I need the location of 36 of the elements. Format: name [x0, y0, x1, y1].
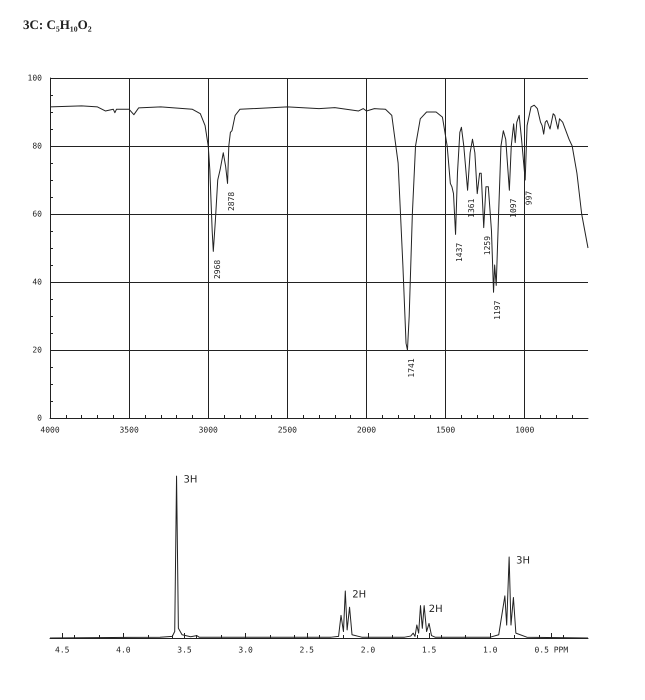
annotation: 2878 [227, 192, 236, 212]
y-tick-label: 20 [32, 346, 42, 354]
x-tick-label: 1.0 [482, 646, 498, 654]
x-tick-label: 4.0 [116, 646, 131, 654]
x-tick-label: 1500 [436, 426, 456, 434]
y-tick-label: 0 [37, 414, 42, 422]
annotation: 1197 [493, 300, 502, 320]
x-tick-label: 0.5 PPM [534, 646, 568, 654]
annotation: 1097 [508, 198, 518, 218]
annotation: 2H [352, 590, 366, 601]
x-tick-label: 1000 [515, 426, 535, 434]
y-tick-label: 80 [32, 142, 42, 150]
y-tick-label: 100 [28, 74, 42, 82]
annotation: 997 [524, 190, 534, 206]
x-tick-label: 2.0 [360, 646, 376, 654]
annotation: 1437 [455, 242, 464, 262]
x-tick-label: 3.5 [177, 646, 192, 654]
annotation: 3H [184, 474, 198, 486]
x-tick-label: 2000 [356, 426, 376, 434]
annotation: 2H [428, 604, 443, 616]
x-tick-label: 3000 [198, 426, 218, 434]
annotation: 1741 [406, 358, 416, 378]
x-tick-label: 2.5 [300, 646, 314, 654]
annotation: 2968 [212, 260, 222, 280]
x-tick-label: 4.5 [55, 646, 70, 654]
x-tick-label: 4000 [40, 426, 60, 434]
annotation: 3H [516, 556, 530, 567]
chart-title: 3C: C₅H₁₀O₂ [23, 17, 92, 32]
annotation: 1259 [483, 236, 492, 256]
y-tick-label: 60 [32, 210, 42, 218]
y-tick-label: 40 [32, 278, 42, 286]
annotation: 1361 [467, 198, 476, 218]
x-tick-label: 2500 [278, 426, 298, 434]
x-tick-label: 3500 [119, 426, 139, 434]
x-tick-label: 1.5 [422, 646, 436, 654]
x-tick-label: 3.0 [238, 646, 254, 654]
